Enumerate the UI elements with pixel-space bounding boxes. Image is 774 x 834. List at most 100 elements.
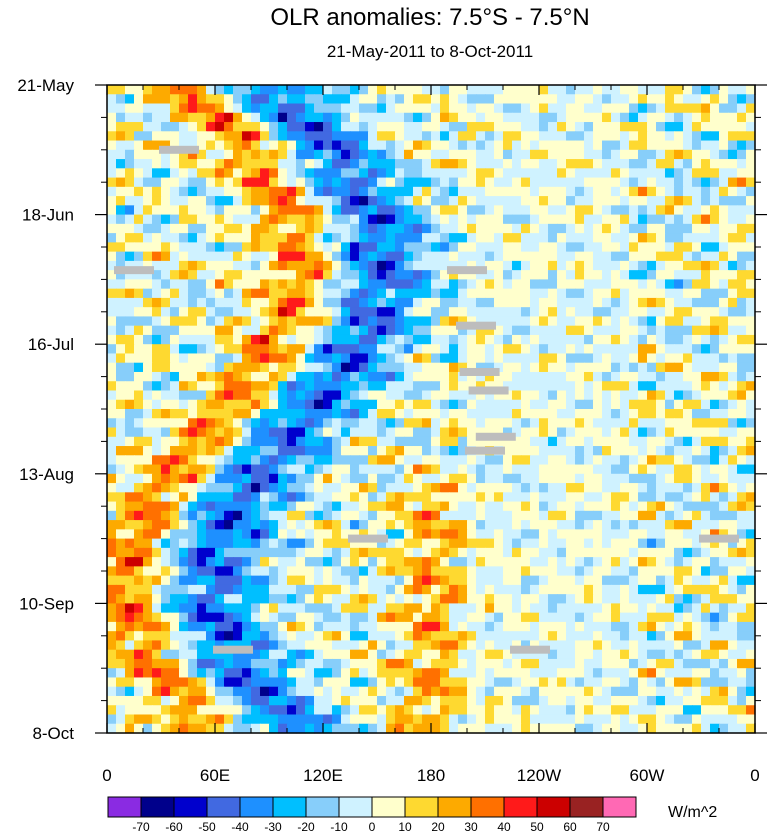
field-cell bbox=[521, 149, 531, 160]
field-cell bbox=[503, 260, 513, 271]
field-cell bbox=[602, 446, 612, 456]
field-cell bbox=[494, 131, 504, 142]
field-cell bbox=[242, 344, 252, 355]
field-cell bbox=[710, 159, 720, 169]
field-cell bbox=[377, 686, 387, 697]
field-cell bbox=[170, 362, 180, 373]
field-cell bbox=[215, 631, 225, 642]
field-cell bbox=[395, 455, 405, 466]
field-cell bbox=[467, 557, 477, 567]
field-cell bbox=[107, 695, 117, 706]
field-cell bbox=[116, 140, 126, 151]
field-cell bbox=[107, 168, 117, 179]
field-cell bbox=[422, 177, 432, 188]
field-cell bbox=[404, 631, 414, 642]
field-cell bbox=[395, 631, 405, 642]
field-cell bbox=[413, 371, 423, 382]
field-cell bbox=[620, 94, 630, 105]
field-cell bbox=[593, 316, 603, 327]
field-cell bbox=[467, 547, 477, 558]
field-cell bbox=[620, 492, 630, 503]
field-cell bbox=[152, 205, 162, 216]
field-cell bbox=[521, 705, 531, 716]
field-cell bbox=[341, 307, 351, 318]
field-cell bbox=[188, 612, 198, 623]
field-cell bbox=[611, 621, 621, 632]
field-cell bbox=[116, 353, 126, 364]
field-cell bbox=[629, 464, 639, 475]
field-cell bbox=[215, 307, 225, 318]
field-cell bbox=[602, 381, 612, 392]
field-cell bbox=[107, 223, 117, 234]
field-cell bbox=[269, 464, 279, 475]
field-cell bbox=[161, 557, 171, 567]
field-cell bbox=[629, 186, 639, 197]
field-cell bbox=[503, 427, 513, 438]
field-cell bbox=[332, 325, 342, 336]
field-cell bbox=[557, 446, 567, 456]
field-cell bbox=[719, 529, 729, 540]
field-cell bbox=[449, 603, 459, 614]
field-cell bbox=[737, 594, 747, 604]
field-cell bbox=[737, 307, 747, 318]
field-cell bbox=[476, 705, 486, 716]
field-cell bbox=[368, 390, 378, 401]
field-cell bbox=[404, 714, 414, 725]
field-cell bbox=[197, 492, 207, 503]
field-cell bbox=[116, 390, 126, 401]
field-cell bbox=[728, 631, 738, 642]
field-cell bbox=[512, 112, 522, 123]
field-cell bbox=[422, 168, 432, 179]
field-cell bbox=[134, 529, 144, 540]
field-cell bbox=[674, 594, 684, 604]
field-cell bbox=[737, 131, 747, 142]
field-cell bbox=[521, 279, 531, 290]
field-cell bbox=[638, 260, 648, 271]
field-cell bbox=[539, 631, 549, 642]
field-cell bbox=[656, 492, 666, 503]
field-cell bbox=[548, 371, 558, 382]
field-cell bbox=[233, 196, 243, 206]
field-cell bbox=[116, 566, 126, 577]
field-cell bbox=[395, 251, 405, 262]
field-cell bbox=[179, 177, 189, 188]
field-cell bbox=[431, 334, 441, 345]
field-cell bbox=[692, 186, 702, 197]
field-cell bbox=[728, 103, 738, 114]
field-cell bbox=[224, 196, 234, 206]
field-cell bbox=[116, 233, 126, 243]
field-cell bbox=[305, 260, 315, 271]
field-cell bbox=[170, 103, 180, 114]
field-cell bbox=[242, 686, 252, 697]
field-cell bbox=[395, 446, 405, 456]
field-cell bbox=[629, 279, 639, 290]
field-cell bbox=[494, 621, 504, 632]
field-cell bbox=[746, 177, 756, 188]
field-cell bbox=[701, 409, 711, 419]
field-cell bbox=[341, 85, 351, 95]
field-cell bbox=[404, 640, 414, 651]
field-cell bbox=[332, 603, 342, 614]
field-cell bbox=[476, 288, 486, 299]
field-cell bbox=[638, 149, 648, 160]
field-cell bbox=[746, 186, 756, 197]
field-cell bbox=[728, 705, 738, 716]
field-cell bbox=[584, 464, 594, 475]
field-cell bbox=[476, 418, 486, 429]
field-cell bbox=[413, 686, 423, 697]
field-cell bbox=[143, 436, 153, 447]
field-cell bbox=[512, 603, 522, 614]
field-cell bbox=[629, 668, 639, 679]
field-cell bbox=[485, 297, 495, 308]
field-cell bbox=[692, 594, 702, 604]
field-cell bbox=[179, 436, 189, 447]
field-cell bbox=[737, 714, 747, 725]
field-cell bbox=[539, 334, 549, 345]
field-cell bbox=[647, 279, 657, 290]
field-cell bbox=[251, 353, 261, 364]
field-cell bbox=[215, 714, 225, 725]
field-cell bbox=[746, 501, 756, 512]
field-cell bbox=[602, 297, 612, 308]
field-cell bbox=[368, 233, 378, 243]
field-cell bbox=[395, 353, 405, 364]
